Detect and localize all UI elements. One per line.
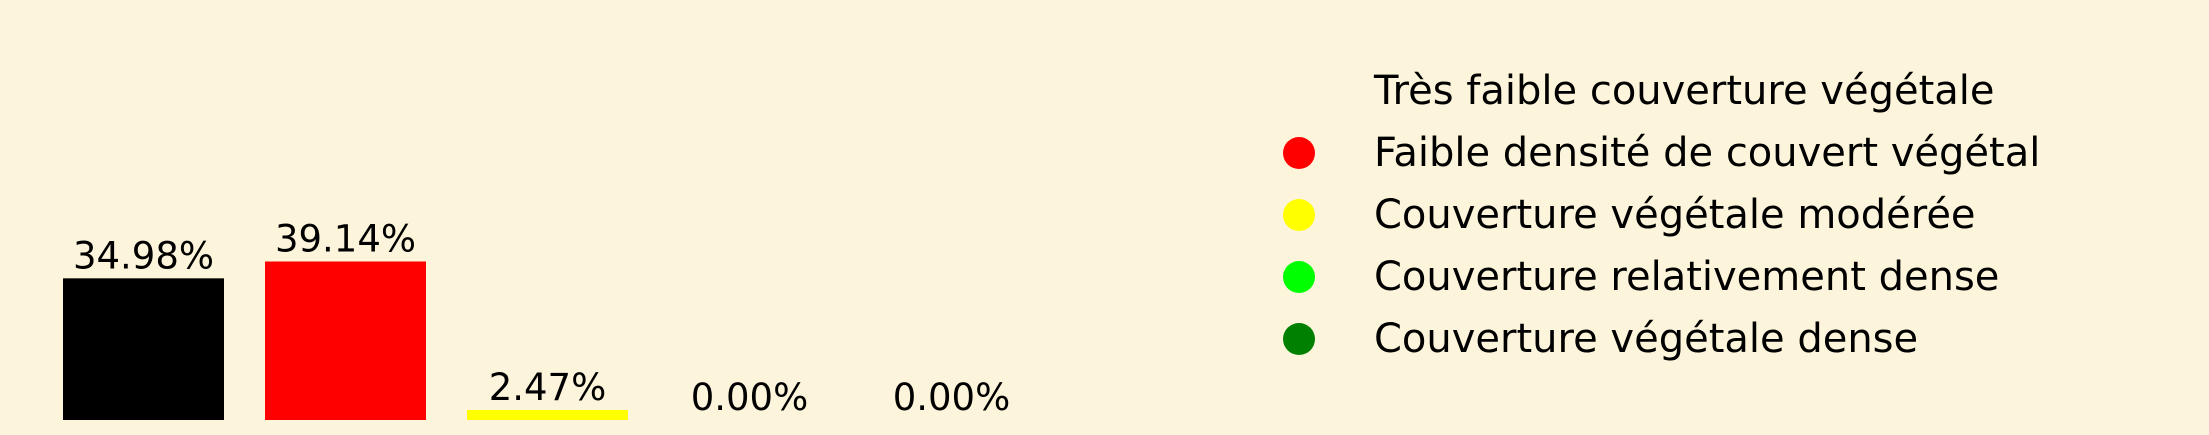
legend-item: Très faible couverture végétale — [1280, 60, 2040, 122]
legend-swatch-moderate — [1283, 199, 1315, 231]
legend-item: Couverture végétale modérée — [1280, 184, 2040, 246]
bar-value-label: 0.00% — [893, 376, 1011, 419]
bar-value-label: 39.14% — [275, 217, 416, 260]
legend-swatch-relatively-dense — [1283, 261, 1315, 293]
legend-label: Couverture relativement dense — [1374, 254, 2000, 300]
bar-value-label: 0.00% — [691, 376, 809, 419]
legend-label: Couverture végétale modérée — [1374, 192, 1976, 238]
legend-label: Couverture végétale dense — [1374, 316, 1919, 362]
legend-swatch-very-low — [1283, 75, 1315, 107]
legend-item: Faible densité de couvert végétal — [1280, 122, 2040, 184]
bar-value-label: 34.98% — [73, 234, 214, 277]
bar — [265, 261, 426, 420]
legend-swatch-low — [1283, 137, 1315, 169]
legend-item: Couverture végétale dense — [1280, 308, 2040, 370]
bar — [63, 278, 224, 420]
legend-label: Faible densité de couvert végétal — [1374, 130, 2041, 176]
bar — [467, 409, 628, 420]
legend: Très faible couverture végétale Faible d… — [1280, 60, 2040, 370]
legend-swatch-dense — [1283, 323, 1315, 355]
legend-item: Couverture relativement dense — [1280, 246, 2040, 308]
legend-label: Très faible couverture végétale — [1374, 68, 1995, 114]
bar-value-label: 2.47% — [489, 366, 607, 409]
